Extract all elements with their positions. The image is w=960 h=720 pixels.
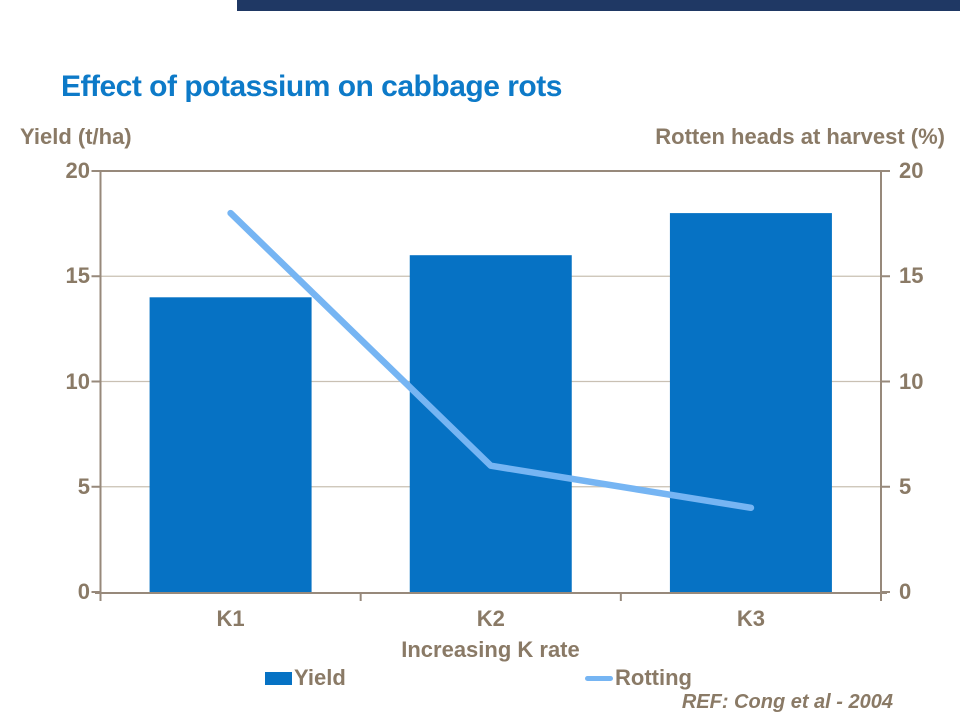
right-tick-label-5: 5 <box>899 473 912 499</box>
right-axis-tick-labels: 0 5 10 15 20 <box>899 0 959 720</box>
chart-title: Effect of potassium on cabbage rots <box>61 70 562 103</box>
legend-yield-swatch-icon <box>265 672 292 685</box>
category-label-K1: K1 <box>216 606 245 631</box>
left-tick-label-5: 5 <box>77 473 90 499</box>
left-axis-title: Yield (t/ha) <box>20 124 132 149</box>
legend-rotting-label: Rotting <box>615 665 692 690</box>
reference-note: REF: Cong et al - 2004 <box>681 691 893 713</box>
top-accent-bar <box>237 0 960 11</box>
legend-yield-label: Yield <box>294 665 346 690</box>
right-tick-label-0: 0 <box>899 579 912 604</box>
rotting-line <box>227 209 755 512</box>
left-axis-tick-labels: 0 5 10 15 20 <box>0 0 90 720</box>
left-tick-label-15: 15 <box>65 263 90 289</box>
right-axis-title: Rotten heads at harvest (%) <box>655 124 945 149</box>
left-tick-label-20: 20 <box>65 158 90 183</box>
category-label-K2: K2 <box>476 606 505 631</box>
right-tick-label-20: 20 <box>899 158 924 183</box>
bar-K2 <box>409 255 572 592</box>
right-tick-label-15: 15 <box>899 263 924 289</box>
legend-rotting-swatch-icon <box>585 676 613 681</box>
bar-K3 <box>669 213 832 592</box>
left-tick-label-10: 10 <box>65 368 90 394</box>
bar-K1 <box>149 297 312 592</box>
x-axis-title: Increasing K rate <box>401 637 580 662</box>
right-tick-label-10: 10 <box>899 368 924 394</box>
left-tick-label-0: 0 <box>77 579 90 604</box>
category-label-K3: K3 <box>736 606 765 631</box>
